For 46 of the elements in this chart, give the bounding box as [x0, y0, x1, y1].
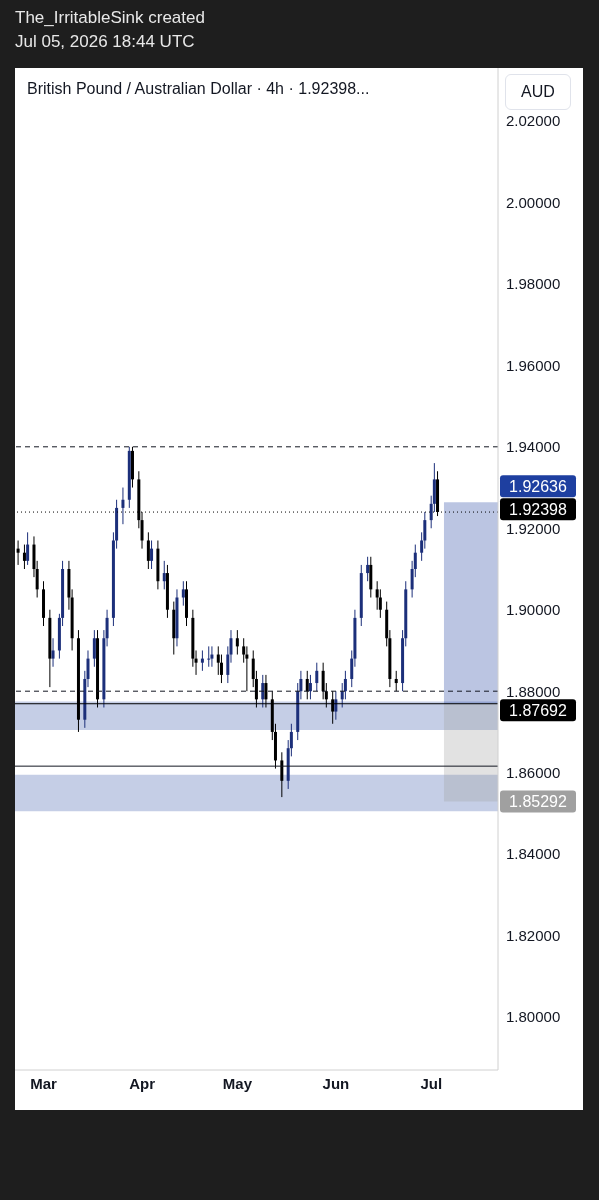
y-tick-label: 1.98000	[506, 275, 561, 293]
band-label: 1.85292	[509, 793, 568, 811]
y-tick-label: 1.94000	[506, 438, 561, 456]
ref-line-label: 1.92398	[509, 501, 568, 519]
text: The_IrritableSink created	[15, 7, 205, 29]
y-tick-label: 2.02000	[506, 112, 561, 130]
y-tick-label: 1.82000	[506, 926, 561, 944]
y-tick-label: 1.84000	[506, 845, 561, 863]
candlestick	[200, 649, 204, 672]
y-tick-label: 1.92000	[506, 519, 561, 537]
candlestick	[146, 531, 150, 570]
y-tick-label: 1.96000	[506, 356, 561, 374]
candlestick	[207, 645, 211, 668]
candlestick	[162, 560, 166, 590]
band-label: 1.92636	[509, 478, 568, 496]
x-tick-label: Mar	[30, 1074, 58, 1092]
candlestick	[121, 487, 125, 525]
candlestick	[366, 556, 370, 582]
x-tick-label: Apr	[129, 1074, 156, 1092]
y-tick-label: 1.86000	[506, 763, 561, 781]
candlestick	[334, 690, 338, 721]
y-tick-label: 2.00000	[506, 193, 561, 211]
candlestick	[92, 629, 96, 668]
ref-line-label: 1.87692	[509, 702, 568, 720]
y-tick-label: 1.88000	[506, 682, 561, 700]
y-axis-title: AUD	[505, 74, 571, 110]
candlestick	[308, 674, 312, 700]
candlestick	[22, 544, 26, 570]
candlestick	[181, 580, 185, 607]
y-tick-label: 1.90000	[506, 601, 561, 619]
candlestick	[235, 629, 239, 656]
text: British Pound / Australian Dollar · 4h · 1.92398...	[27, 80, 370, 98]
candlestick	[16, 539, 20, 566]
candlestick	[210, 645, 214, 668]
candlestick	[150, 539, 154, 570]
candlestick	[305, 670, 309, 700]
y-tick-label: 1.80000	[506, 1008, 561, 1026]
text: Jul 05, 2026 18:44 UTC	[15, 31, 196, 53]
candlestick	[26, 531, 30, 566]
x-tick-label: May	[222, 1074, 253, 1092]
candlestick	[315, 662, 319, 692]
candlestick	[51, 637, 55, 668]
x-tick-label: Jul	[420, 1074, 443, 1092]
candlestick	[280, 751, 284, 798]
x-tick-label: Jun	[322, 1074, 350, 1092]
candlestick	[394, 670, 398, 692]
